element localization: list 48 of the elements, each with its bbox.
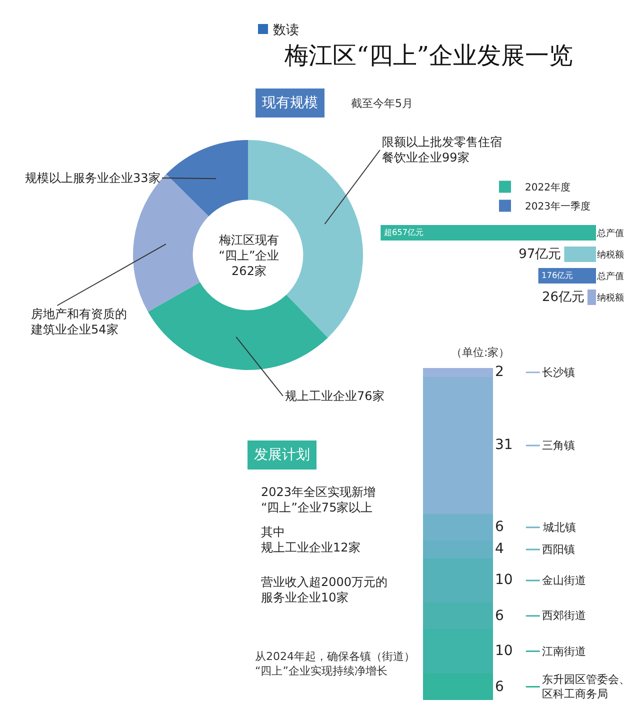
- data-label: 6: [495, 608, 504, 624]
- y-tick-label: 纳税额: [597, 249, 624, 260]
- data-label: 26亿元: [542, 290, 584, 305]
- data-label: 176亿元: [542, 270, 574, 280]
- legend-label: 西郊街道: [542, 609, 586, 622]
- bar: [423, 368, 493, 377]
- legend-label: 长沙镇: [542, 366, 575, 379]
- data-label: 超657亿元: [384, 226, 424, 237]
- text: 截至今年5月: [351, 97, 413, 110]
- donut-slice: [166, 140, 248, 216]
- legend-label: 城北镇: [542, 521, 576, 534]
- donut-slice: [148, 282, 328, 370]
- legend-label: 西阳镇: [542, 543, 575, 556]
- data-label: 10: [495, 572, 513, 588]
- y-tick-label: 总产值: [596, 228, 624, 239]
- slice-label: 限额以上批发零售住宿餐饮业企业99家: [382, 135, 502, 165]
- y-tick-label: 总产值: [596, 270, 624, 282]
- chart-title: 梅江区“四上”企业发展一览: [284, 41, 574, 70]
- bar: [587, 290, 596, 305]
- bar: [564, 246, 596, 262]
- legend-label: 江南街道: [542, 645, 586, 658]
- text: 其中规上工业企业12家: [261, 525, 360, 555]
- legend-label: 2023年一季度: [525, 200, 590, 213]
- data-label: 97亿元: [518, 246, 562, 262]
- slice-label: 房地产和有资质的建筑业企业54家: [30, 307, 127, 337]
- bar: [423, 376, 493, 514]
- slice-label: 规模以上服务业企业33家: [25, 171, 160, 185]
- legend-label: 金山街道: [542, 574, 586, 587]
- text: 2023年全区实现新增“四上”企业75家以上: [261, 485, 376, 515]
- data-label: 10: [495, 643, 513, 659]
- data-label: 4: [495, 541, 504, 557]
- text: 营业收入超2000万元的服务业企业10家: [261, 575, 388, 605]
- legend-label: 三角镇: [542, 439, 575, 452]
- text: 数读: [273, 23, 299, 38]
- legend-label: 2022年度: [525, 182, 570, 194]
- data-label: 6: [495, 519, 504, 535]
- legend-label: 东升园区管委会、区科工商务局: [542, 673, 630, 700]
- text: 现有规模: [262, 95, 318, 111]
- data-label: 31: [495, 437, 513, 453]
- slice-label: 规上工业企业76家: [285, 389, 384, 403]
- text: 梅江区现有“四上”企业262家: [218, 233, 280, 278]
- data-label: 2: [495, 364, 504, 380]
- text: 发展计划: [254, 447, 310, 463]
- text: 从2024年起，确保各镇（街道）“四上”企业实现持续净增长: [255, 650, 415, 678]
- bar: [380, 225, 596, 240]
- data-label: 6: [495, 679, 504, 695]
- y-tick-label: 纳税额: [597, 292, 624, 304]
- text: （单位:家）: [451, 346, 510, 359]
